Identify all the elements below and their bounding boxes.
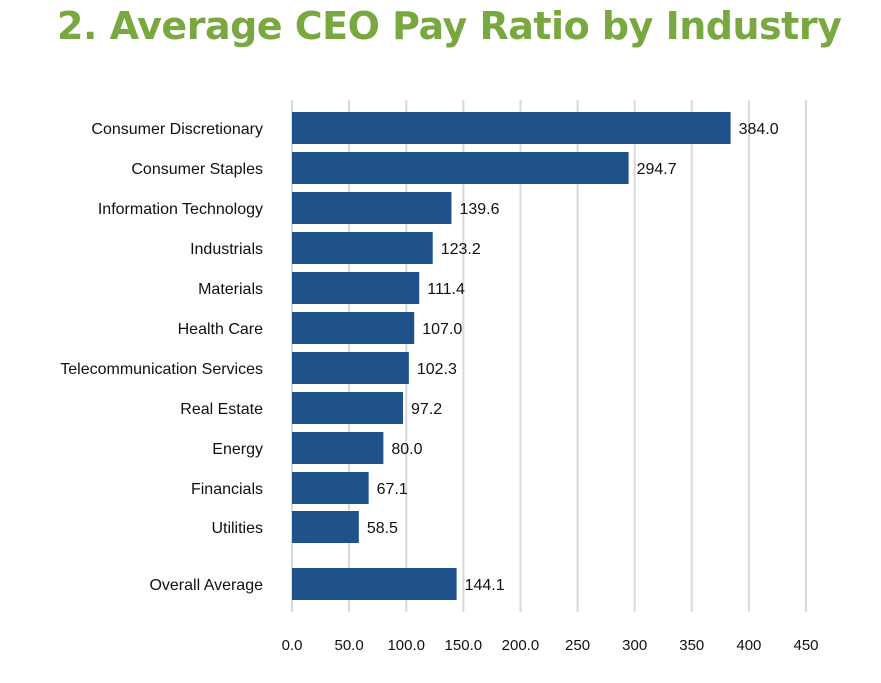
data-label: 58.5 [367, 520, 398, 537]
x-tick-label: 0.0 [282, 637, 303, 654]
bar [292, 192, 452, 224]
data-label: 97.2 [411, 401, 442, 418]
category-label: Real Estate [180, 401, 263, 418]
data-label: 80.0 [391, 441, 422, 458]
bar [292, 312, 415, 344]
data-label: 144.1 [465, 577, 505, 594]
bar [292, 352, 409, 384]
x-tick-label: 450 [793, 637, 818, 654]
data-label: 139.6 [459, 201, 499, 218]
x-tick-label: 300 [622, 637, 647, 654]
category-labels: Consumer Discretionary Consumer Staples In… [60, 121, 263, 594]
category-label: Information Technology [98, 201, 263, 218]
data-label: 107.0 [422, 321, 462, 338]
bar [292, 432, 384, 464]
bar [292, 232, 433, 264]
data-label: 123.2 [441, 241, 481, 258]
data-label: 67.1 [377, 481, 408, 498]
value-labels: 384.0 294.7 139.6 123.2 111.4 107.0 102.3 97.2 8… [367, 121, 779, 594]
category-label: Industrials [190, 241, 263, 258]
category-label: Energy [212, 441, 263, 458]
category-label: Financials [191, 481, 263, 498]
category-label: Utilities [211, 520, 263, 537]
category-label: Overall Average [149, 577, 263, 594]
bar [292, 568, 457, 600]
category-label: Consumer Discretionary [91, 121, 263, 138]
bar [292, 272, 420, 304]
category-label: Consumer Staples [131, 161, 263, 178]
x-tick-label: 250 [565, 637, 590, 654]
bar [292, 112, 731, 144]
x-tick-label: 100.0 [387, 637, 425, 654]
x-tick-label: 200.0 [502, 637, 540, 654]
data-label: 384.0 [739, 121, 779, 138]
x-tick-label: 50.0 [335, 637, 364, 654]
category-label: Materials [198, 281, 263, 298]
x-tick-label: 400 [736, 637, 761, 654]
x-tick-label: 150.0 [445, 637, 483, 654]
bar [292, 472, 369, 504]
data-label: 111.4 [427, 281, 465, 298]
x-tick-label: 350 [679, 637, 704, 654]
x-axis-tick-labels: 0.0 50.0 100.0 150.0 200.0 250 300 350 400 450 [282, 637, 819, 654]
bars [292, 112, 731, 600]
bar [292, 392, 404, 424]
data-label: 294.7 [637, 161, 677, 178]
data-label: 102.3 [417, 361, 457, 378]
bar [292, 511, 359, 543]
bar [292, 152, 629, 184]
chart-title: 2. Average CEO Pay Ratio by Industry [57, 4, 842, 48]
category-label: Health Care [178, 321, 263, 338]
category-label: Telecommunication Services [60, 361, 263, 378]
